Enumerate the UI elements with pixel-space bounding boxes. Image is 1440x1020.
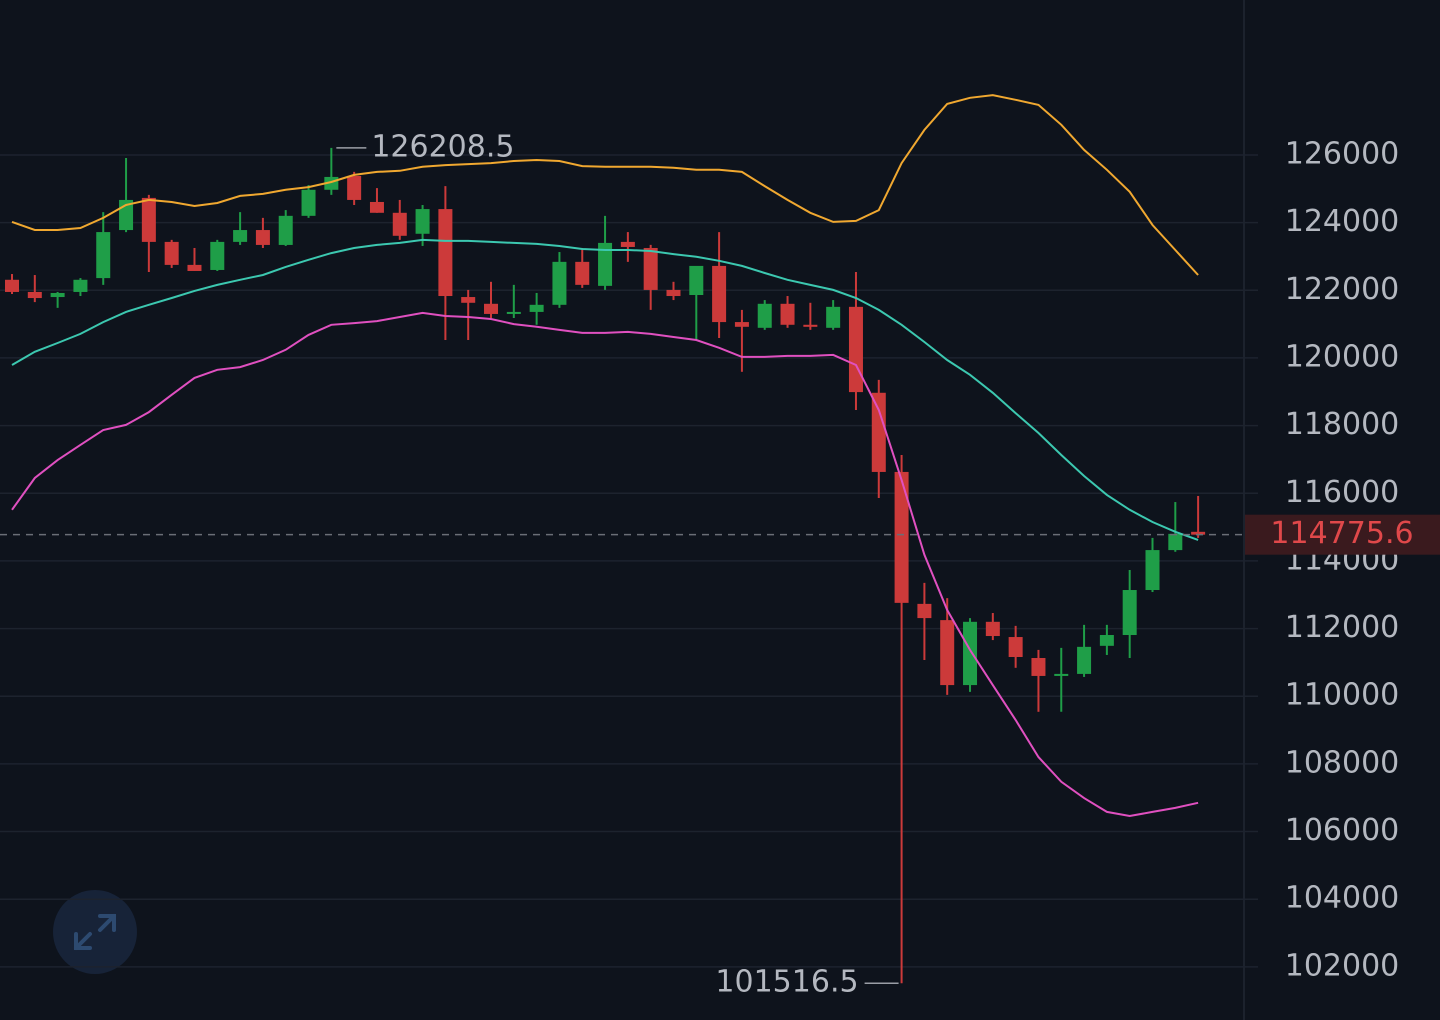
y-tick-label: 126000 <box>1285 136 1400 171</box>
candle-body <box>552 261 567 305</box>
candle-body <box>301 189 316 216</box>
candle-body <box>1122 590 1137 636</box>
candle-body <box>187 264 202 271</box>
candle-body <box>233 230 248 242</box>
candle-body <box>1145 550 1160 591</box>
expand-icon[interactable] <box>74 914 116 950</box>
candle-body <box>5 279 19 292</box>
candle-body <box>1077 646 1092 674</box>
candle-body <box>620 241 635 247</box>
candle-body <box>50 292 65 298</box>
y-tick-label: 106000 <box>1285 813 1400 848</box>
min-label: 101516.5 <box>715 965 858 1000</box>
candle-body <box>255 230 270 245</box>
y-tick-label: 122000 <box>1285 272 1400 307</box>
candle-body <box>1168 533 1183 551</box>
candle-body <box>141 197 156 242</box>
y-tick-label: 112000 <box>1285 610 1400 645</box>
candle-body <box>803 324 818 327</box>
candle-body <box>278 215 293 245</box>
expand-button[interactable] <box>53 890 137 974</box>
band-line <box>11 311 1199 818</box>
candle-body <box>871 392 886 472</box>
candle-body <box>917 603 932 619</box>
candle-body <box>392 212 407 236</box>
candle-body <box>712 265 727 323</box>
expand-button-bg[interactable] <box>53 890 137 974</box>
candle-body <box>347 175 362 200</box>
candles <box>5 147 1206 984</box>
candle-body <box>575 261 590 285</box>
candle-body <box>826 306 841 328</box>
candle-body <box>1054 673 1069 676</box>
candle-body <box>598 242 613 286</box>
candle-body <box>1099 635 1114 646</box>
candle-body <box>96 232 111 279</box>
y-tick-label: 116000 <box>1285 475 1400 510</box>
candle-body <box>689 265 704 296</box>
candle-body <box>848 306 863 393</box>
y-tick-label: 102000 <box>1285 948 1400 983</box>
y-tick-label: 108000 <box>1285 745 1400 780</box>
candle-body <box>438 209 453 297</box>
band-line <box>11 94 1199 276</box>
candle-body <box>757 303 772 328</box>
candle-body <box>985 621 1000 637</box>
candle-body <box>1031 658 1046 676</box>
candle-body <box>643 247 658 290</box>
candle-body <box>461 297 476 303</box>
candle-body <box>164 241 179 265</box>
y-axis: 1020001040001060001080001100001120001140… <box>1285 136 1400 983</box>
candle-body <box>1008 637 1023 657</box>
candle-body <box>894 471 909 603</box>
candle-body <box>963 621 978 686</box>
candle-body <box>73 279 88 292</box>
candle-body <box>369 201 384 213</box>
y-tick-label: 120000 <box>1285 339 1400 374</box>
candle-body <box>484 303 499 314</box>
candle-body <box>1191 531 1206 535</box>
candle-body <box>940 620 955 686</box>
y-tick-label: 118000 <box>1285 407 1400 442</box>
candle-body <box>27 291 42 299</box>
band-line <box>11 238 1199 541</box>
last-price-tag <box>1245 514 1440 555</box>
candle-body <box>210 241 225 270</box>
candle-body <box>529 304 544 312</box>
candle-body <box>666 289 681 297</box>
candle-body <box>780 303 795 325</box>
y-tick-label: 104000 <box>1285 881 1400 916</box>
candle-body <box>415 209 430 234</box>
max-label: 126208.5 <box>371 129 514 164</box>
last-price-label: 114775.6 <box>1270 516 1413 551</box>
y-tick-label: 110000 <box>1285 678 1400 713</box>
y-tick-label: 124000 <box>1285 204 1400 239</box>
candle-body <box>506 311 521 314</box>
candle-body <box>734 322 749 327</box>
